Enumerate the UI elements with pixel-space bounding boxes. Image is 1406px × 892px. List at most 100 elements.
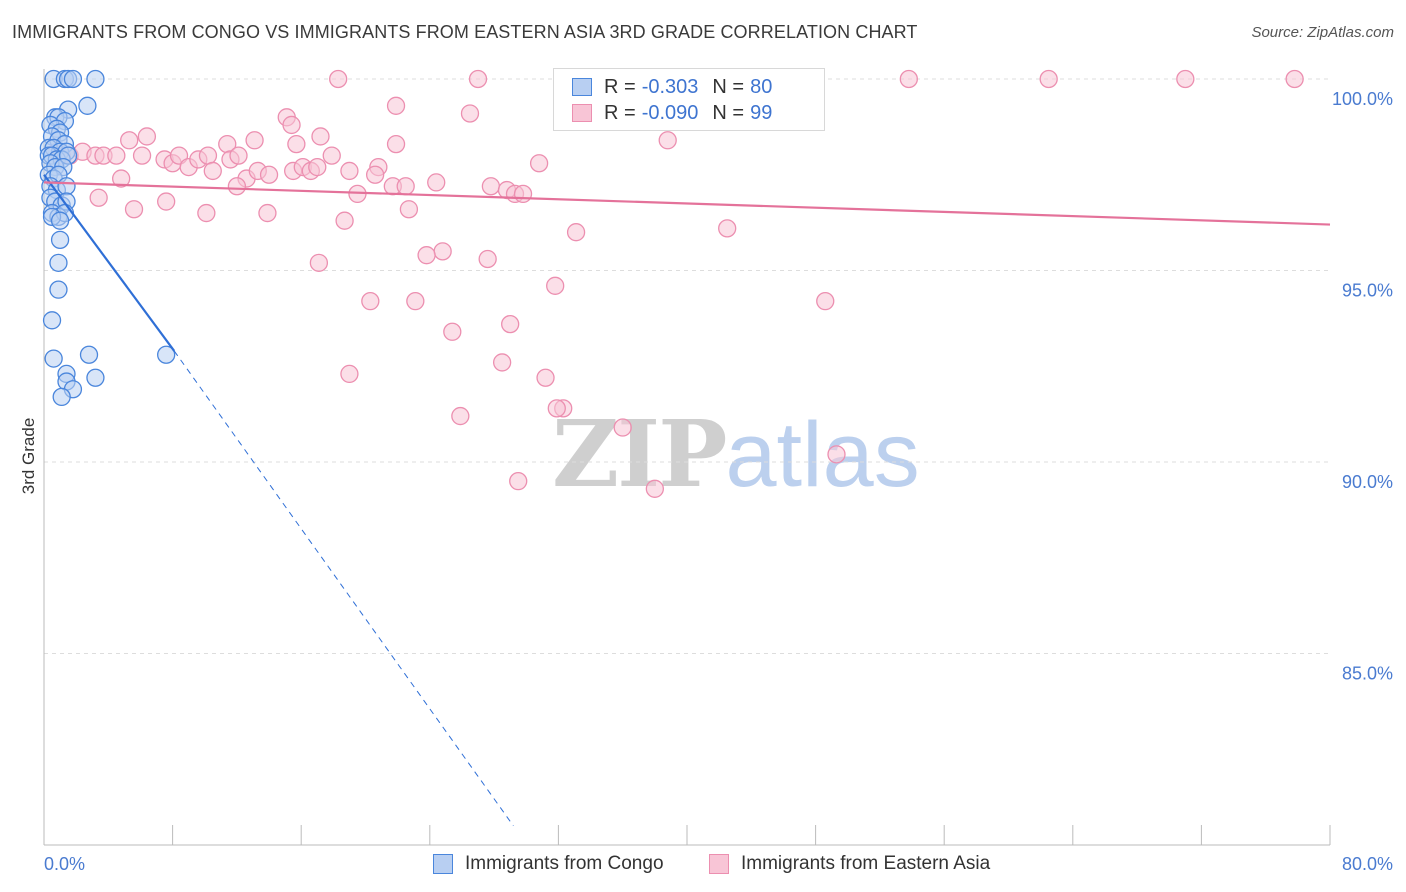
trend-lines [43,174,1331,827]
congo-point [50,230,70,250]
easia-point [460,104,480,123]
easia-point [287,134,306,154]
easia-point [406,291,425,311]
easia-point [107,146,126,165]
easia-point [658,131,677,150]
easia-legend-label: Immigrants from Eastern Asia [741,853,991,874]
congo-point [52,387,71,407]
easia-point [899,69,918,89]
easia-point [227,177,247,196]
congo-point [63,69,83,89]
legend-n-value: 99 [750,101,773,124]
legend-row-easia: R = -0.090 N = 99 [572,101,772,125]
easia-point [529,154,549,173]
stats-legend: R = -0.303 N = 80 R = -0.090 N = 99 [553,68,825,131]
easia-point [340,161,359,181]
easia-point [509,471,528,491]
watermark: ZIPatlas [552,400,920,508]
easia-point [245,131,264,150]
watermark-zip: ZIP [552,400,727,508]
easia-point [501,314,520,334]
legend-r-value: -0.303 [641,75,699,98]
easia-point [547,399,566,418]
easia-point [827,445,846,464]
easia-point [451,406,470,426]
legend-n-label: N = [712,101,745,124]
easia-point [309,253,329,272]
easia-point [816,291,835,311]
congo-point [86,69,105,89]
easia-point [258,203,277,223]
legend-item-congo[interactable]: Immigrants from Congo [433,852,664,876]
easia-point [89,188,108,207]
easia-point [546,276,565,295]
easia-point [259,165,279,184]
easia-point [137,127,157,146]
easia-point [433,242,452,261]
legend-item-easia[interactable]: Immigrants from Eastern Asia [709,852,990,876]
easia-point [112,169,131,188]
easia-point [718,219,737,238]
easia-legend-swatch [709,854,729,874]
easia-point [468,69,488,89]
easia-point [566,223,586,242]
congo-point [78,96,97,115]
x-tick-label-max: 80.0% [1342,854,1393,874]
congo-point [86,368,105,387]
easia-point [311,127,330,146]
watermark-atlas: atlas [725,404,920,506]
easia-point [340,364,359,384]
easia-point [492,353,512,372]
easia-point [396,177,415,196]
easia-point [1176,69,1195,89]
congo-point [157,345,176,364]
congo-point [49,280,68,299]
easia-point [335,211,354,230]
y-tick-label: 85.0% [1342,664,1393,684]
congo-point [79,345,99,364]
legend-n-value: 80 [750,75,773,98]
legend-row-congo: R = -0.303 N = 80 [572,75,772,99]
easia-point [197,203,216,223]
source-label: Source: ZipAtlas.com [1251,24,1394,41]
legend-n-label: N = [712,75,745,98]
easia-point [417,246,436,265]
easia-swatch [572,104,592,122]
easia-trend-line [43,181,1331,226]
easia-points [47,69,1304,498]
congo-point [42,311,62,330]
easia-point [132,146,152,165]
congo-point [50,211,70,230]
legend-r-value: -0.090 [641,101,699,124]
easia-point [386,134,406,154]
y-tick-label: 95.0% [1342,281,1393,301]
easia-point [203,161,222,181]
easia-point [365,165,385,184]
chart-title: IMMIGRANTS FROM CONGO VS IMMIGRANTS FROM… [12,22,918,42]
congo-trend-line [43,174,176,352]
congo-legend-label: Immigrants from Congo [465,853,664,874]
congo-swatch [572,78,592,96]
legend-r-label: R = [604,101,636,124]
y-tick-label: 100.0% [1332,89,1393,109]
congo-point [49,253,68,272]
easia-point [386,96,406,115]
congo-legend-swatch [433,854,453,874]
congo-point [57,177,76,196]
congo-trend-extension [173,350,514,827]
easia-point [329,69,348,89]
easia-point [229,146,248,165]
easia-point [308,157,327,177]
congo-points [39,69,176,407]
easia-point [443,322,462,341]
easia-point [120,131,139,150]
easia-point [1285,69,1304,89]
easia-point [157,192,176,211]
legend-r-label: R = [604,75,636,98]
congo-point [44,349,63,368]
easia-point [198,146,218,165]
easia-point [645,479,664,498]
y-tick-label: 90.0% [1342,472,1393,492]
easia-point [399,200,419,219]
